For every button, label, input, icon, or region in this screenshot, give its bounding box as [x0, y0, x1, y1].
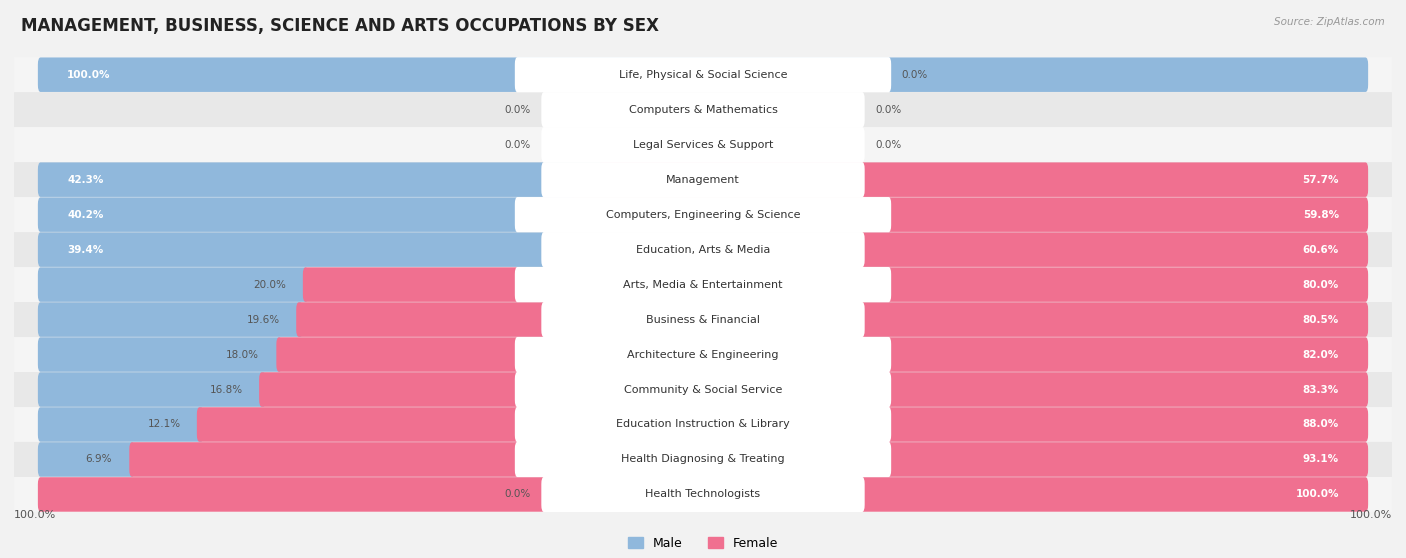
Text: Management: Management — [666, 175, 740, 185]
Legend: Male, Female: Male, Female — [623, 532, 783, 555]
Text: 100.0%: 100.0% — [1295, 489, 1339, 499]
FancyBboxPatch shape — [14, 302, 1392, 337]
FancyBboxPatch shape — [14, 337, 1392, 372]
Text: 80.0%: 80.0% — [1303, 280, 1339, 290]
FancyBboxPatch shape — [541, 92, 865, 127]
FancyBboxPatch shape — [14, 407, 1392, 442]
Text: 39.4%: 39.4% — [67, 244, 103, 254]
FancyBboxPatch shape — [515, 267, 891, 302]
Text: 0.0%: 0.0% — [876, 140, 901, 150]
FancyBboxPatch shape — [515, 372, 891, 407]
Text: Source: ZipAtlas.com: Source: ZipAtlas.com — [1274, 17, 1385, 27]
FancyBboxPatch shape — [259, 372, 1368, 407]
Text: 100.0%: 100.0% — [14, 510, 56, 519]
Text: 57.7%: 57.7% — [1302, 175, 1339, 185]
FancyBboxPatch shape — [599, 162, 1368, 197]
FancyBboxPatch shape — [38, 302, 302, 337]
Text: 19.6%: 19.6% — [247, 315, 280, 325]
Text: 82.0%: 82.0% — [1303, 349, 1339, 359]
FancyBboxPatch shape — [14, 127, 1392, 162]
FancyBboxPatch shape — [129, 442, 1368, 477]
Text: 83.3%: 83.3% — [1303, 384, 1339, 395]
FancyBboxPatch shape — [38, 407, 204, 442]
Text: 100.0%: 100.0% — [67, 70, 111, 80]
Text: 0.0%: 0.0% — [901, 70, 928, 80]
FancyBboxPatch shape — [515, 407, 891, 442]
FancyBboxPatch shape — [541, 302, 865, 337]
Text: Community & Social Service: Community & Social Service — [624, 384, 782, 395]
FancyBboxPatch shape — [14, 92, 1392, 127]
FancyBboxPatch shape — [541, 127, 865, 162]
FancyBboxPatch shape — [38, 337, 281, 372]
FancyBboxPatch shape — [302, 267, 1368, 302]
FancyBboxPatch shape — [38, 372, 266, 407]
FancyBboxPatch shape — [38, 57, 1368, 92]
Text: MANAGEMENT, BUSINESS, SCIENCE AND ARTS OCCUPATIONS BY SEX: MANAGEMENT, BUSINESS, SCIENCE AND ARTS O… — [21, 17, 659, 35]
FancyBboxPatch shape — [515, 57, 891, 92]
Text: 0.0%: 0.0% — [876, 105, 901, 115]
FancyBboxPatch shape — [277, 337, 1368, 372]
Text: Computers & Mathematics: Computers & Mathematics — [628, 105, 778, 115]
FancyBboxPatch shape — [38, 442, 135, 477]
Text: 40.2%: 40.2% — [67, 210, 104, 220]
Text: Health Technologists: Health Technologists — [645, 489, 761, 499]
Text: Education, Arts & Media: Education, Arts & Media — [636, 244, 770, 254]
Text: Life, Physical & Social Science: Life, Physical & Social Science — [619, 70, 787, 80]
FancyBboxPatch shape — [38, 477, 1368, 512]
Text: 88.0%: 88.0% — [1303, 420, 1339, 430]
Text: 12.1%: 12.1% — [148, 420, 181, 430]
Text: 100.0%: 100.0% — [1350, 510, 1392, 519]
FancyBboxPatch shape — [14, 232, 1392, 267]
Text: Health Diagnosing & Treating: Health Diagnosing & Treating — [621, 454, 785, 464]
Text: 16.8%: 16.8% — [209, 384, 243, 395]
Text: Legal Services & Support: Legal Services & Support — [633, 140, 773, 150]
FancyBboxPatch shape — [297, 302, 1368, 337]
Text: Computers, Engineering & Science: Computers, Engineering & Science — [606, 210, 800, 220]
FancyBboxPatch shape — [515, 197, 891, 232]
FancyBboxPatch shape — [197, 407, 1368, 442]
Text: 0.0%: 0.0% — [505, 105, 531, 115]
Text: 18.0%: 18.0% — [226, 349, 259, 359]
Text: Architecture & Engineering: Architecture & Engineering — [627, 349, 779, 359]
FancyBboxPatch shape — [541, 477, 865, 512]
FancyBboxPatch shape — [38, 198, 576, 232]
FancyBboxPatch shape — [14, 442, 1392, 477]
FancyBboxPatch shape — [515, 442, 891, 477]
FancyBboxPatch shape — [14, 57, 1392, 92]
FancyBboxPatch shape — [14, 267, 1392, 302]
FancyBboxPatch shape — [14, 477, 1392, 512]
FancyBboxPatch shape — [38, 267, 308, 302]
Text: 6.9%: 6.9% — [86, 454, 112, 464]
Text: 42.3%: 42.3% — [67, 175, 104, 185]
Text: 93.1%: 93.1% — [1303, 454, 1339, 464]
FancyBboxPatch shape — [515, 337, 891, 372]
Text: 0.0%: 0.0% — [505, 489, 531, 499]
FancyBboxPatch shape — [14, 372, 1392, 407]
FancyBboxPatch shape — [14, 197, 1392, 232]
Text: Education Instruction & Library: Education Instruction & Library — [616, 420, 790, 430]
Text: Arts, Media & Entertainment: Arts, Media & Entertainment — [623, 280, 783, 290]
Text: 0.0%: 0.0% — [505, 140, 531, 150]
FancyBboxPatch shape — [571, 198, 1368, 232]
Text: 80.5%: 80.5% — [1303, 315, 1339, 325]
Text: 59.8%: 59.8% — [1303, 210, 1339, 220]
FancyBboxPatch shape — [541, 232, 865, 267]
Text: Business & Financial: Business & Financial — [645, 315, 761, 325]
FancyBboxPatch shape — [541, 162, 865, 197]
FancyBboxPatch shape — [560, 232, 1368, 267]
Text: 60.6%: 60.6% — [1303, 244, 1339, 254]
FancyBboxPatch shape — [38, 232, 565, 267]
Text: 20.0%: 20.0% — [253, 280, 285, 290]
FancyBboxPatch shape — [38, 162, 603, 197]
FancyBboxPatch shape — [14, 162, 1392, 197]
